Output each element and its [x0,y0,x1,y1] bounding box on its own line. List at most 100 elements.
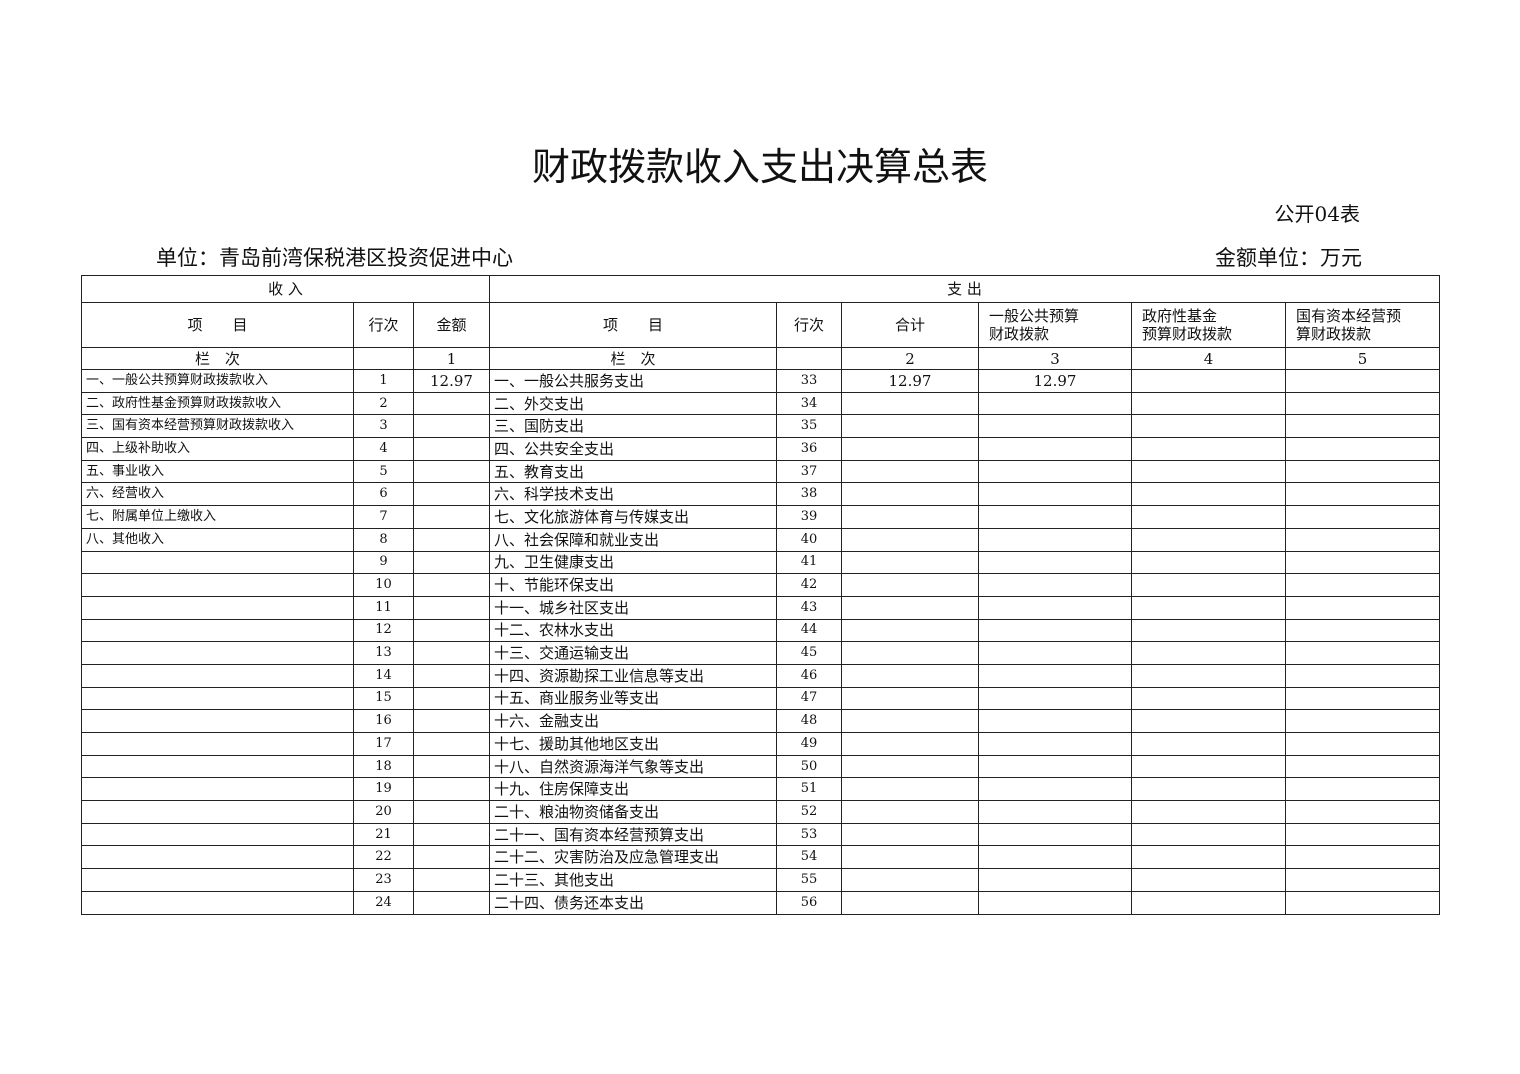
table-cell [978,709,1132,733]
table-cell: 二十一、国有资本经营预算支出 [489,822,777,847]
table-cell: 一、一般公共服务支出 [489,369,777,393]
table-cell: 十四、资源勘探工业信息等支出 [489,663,777,688]
table-cell: 19 [353,777,414,802]
table-cell [978,550,1132,575]
table-cell: 五、事业收入 [81,459,354,484]
table-cell: 13 [353,641,414,665]
table-cell [1131,868,1286,892]
table-row: 16 十六、金融支出 48 [81,709,1440,733]
table-cell [1285,414,1440,439]
table-cell: 二十、粮油物资储备支出 [489,800,777,824]
table-cell [413,686,490,711]
table-cell [1285,845,1440,870]
table-cell: 18 [353,754,414,779]
table-cell: 五、教育支出 [489,459,777,484]
table-cell: 四、公共安全支出 [489,437,777,461]
table-row: 22 二十二、灾害防治及应急管理支出 54 [81,845,1440,870]
table-cell: 金额 [413,302,490,348]
table-cell: 6 [353,482,414,507]
table-cell [841,459,979,484]
table-row: 七、附属单位上缴收入 7 七、文化旅游体育与传媒支出 39 [81,505,1440,529]
table-cell [1131,505,1286,529]
table-row: 9 九、卫生健康支出 41 [81,550,1440,575]
table-cell: 37 [776,459,842,484]
table-cell [1285,618,1440,643]
table-cell [413,754,490,779]
table-row: 17 十七、援助其他地区支出 49 [81,732,1440,756]
table-cell [413,414,490,439]
table-cell [978,822,1132,847]
table-cell: 1 [353,369,414,393]
table-cell [978,459,1132,484]
table-cell [1285,777,1440,802]
table-cell [81,595,354,620]
table-cell: 三、国防支出 [489,414,777,439]
table-cell [81,890,354,915]
table-cell [1285,709,1440,733]
table-cell [81,822,354,847]
table-cell [413,709,490,733]
table-cell: 17 [353,732,414,756]
table-row: 14 十四、资源勘探工业信息等支出 46 [81,663,1440,688]
table-cell [841,482,979,507]
table-cell: 22 [353,845,414,870]
table-cell: 政府性基金 预算财政拨款 [1131,302,1286,348]
table-cell: 栏 次 [81,347,354,370]
table-cell [841,595,979,620]
table-cell: 10 [353,573,414,597]
table-row: 15 十五、商业服务业等支出 47 [81,686,1440,711]
table-cell [81,573,354,597]
table-cell [841,732,979,756]
table-cell: 47 [776,686,842,711]
table-cell: 12.97 [841,369,979,393]
table-cell [1285,391,1440,416]
table-cell: 4 [353,437,414,461]
table-row: 18 十八、自然资源海洋气象等支出 50 [81,754,1440,779]
table-cell: 二、外交支出 [489,391,777,416]
table-cell [841,686,979,711]
table-cell [1285,754,1440,779]
table-cell [413,459,490,484]
table-cell [81,754,354,779]
table-cell: 支 出 [489,275,1440,303]
table-cell [413,505,490,529]
table-cell [1285,732,1440,756]
table-cell: 八、社会保障和就业支出 [489,527,777,552]
table-cell [413,595,490,620]
table-row: 八、其他收入 8 八、社会保障和就业支出 40 [81,527,1440,552]
table-cell: 5 [353,459,414,484]
table-cell [841,391,979,416]
table-cell: 国有资本经营预 算财政拨款 [1285,302,1440,348]
table-cell: 8 [353,527,414,552]
table-cell [978,618,1132,643]
table-cell: 5 [1285,347,1440,370]
table-cell: 2 [841,347,979,370]
table-cell: 二十二、灾害防治及应急管理支出 [489,845,777,870]
table-cell: 33 [776,369,842,393]
table-cell [413,890,490,915]
table-cell [1131,777,1286,802]
table-cell [413,618,490,643]
table-row: 12 十二、农林水支出 44 [81,618,1440,643]
table-cell [1131,732,1286,756]
table-cell: 12.97 [978,369,1132,393]
table-cell [1285,822,1440,847]
table-cell [841,822,979,847]
table-cell [413,822,490,847]
table-cell [978,573,1132,597]
table-cell [841,414,979,439]
table-cell [1285,686,1440,711]
table-cell: 3 [978,347,1132,370]
table-cell: 42 [776,573,842,597]
table-cell [1285,868,1440,892]
table-cell: 51 [776,777,842,802]
table-cell [978,754,1132,779]
table-cell [978,868,1132,892]
table-row: 六、经营收入 6 六、科学技术支出 38 [81,482,1440,507]
table-cell [413,550,490,575]
table-cell: 16 [353,709,414,733]
table-cell: 六、经营收入 [81,482,354,507]
table-cell: 十五、商业服务业等支出 [489,686,777,711]
table-cell [1285,437,1440,461]
